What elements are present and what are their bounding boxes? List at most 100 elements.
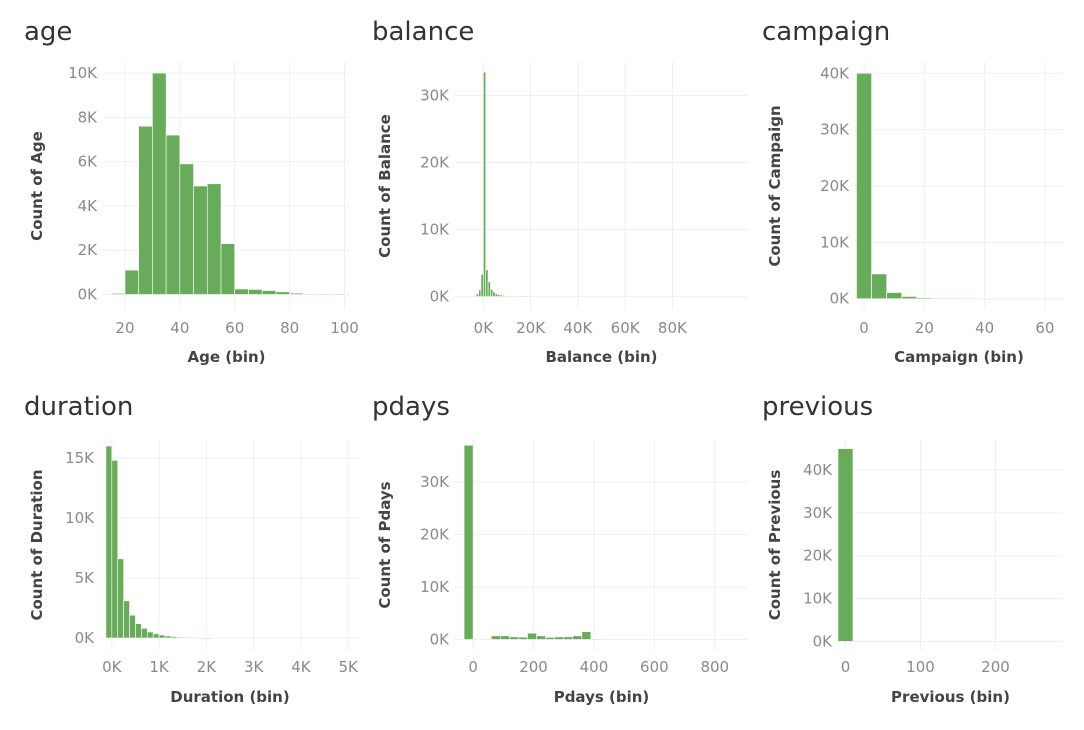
duration-y-tick-label: 0K [75,629,96,647]
pdays-bar[interactable] [581,631,592,640]
balance-bar[interactable] [506,295,510,297]
previous-bar[interactable] [837,448,854,642]
duration-x-axis-label: Duration (bin) [170,688,289,706]
duration-bar[interactable] [135,623,142,639]
duration-bar[interactable] [146,631,154,639]
duration-bar[interactable] [170,636,178,639]
balance-bar[interactable] [490,288,494,297]
balance-bar[interactable] [520,296,524,298]
campaign-bar[interactable] [931,297,948,300]
duration-bar[interactable] [111,460,119,639]
duration-bar[interactable] [182,637,189,639]
age-bar[interactable] [124,269,139,295]
age-bar[interactable] [179,163,194,295]
age-bar[interactable] [206,183,222,295]
campaign-bar[interactable] [886,292,903,300]
duration-bar[interactable] [176,636,184,639]
campaign-bar[interactable] [961,298,978,300]
balance-bar[interactable] [494,293,498,297]
duration-bar[interactable] [117,558,124,639]
campaign-bar[interactable] [916,297,933,300]
duration-bar[interactable] [200,637,207,639]
duration-bar[interactable] [188,637,195,639]
campaign-bar[interactable] [871,273,887,300]
campaign-bar[interactable] [976,298,993,300]
campaign-bar[interactable] [946,298,963,300]
campaign-y-axis-label: Count of Campaign [766,105,784,266]
age-bar[interactable] [316,293,332,296]
campaign-x-tick-label: 40 [975,319,994,337]
pdays-bar[interactable] [563,636,574,640]
balance-bar[interactable] [480,274,484,297]
balance-bar[interactable] [518,296,522,298]
previous-title: previous [762,392,873,422]
balance-bar[interactable] [492,291,496,297]
age-bar[interactable] [289,292,304,295]
age-y-tick-label: 4K [78,197,99,215]
campaign-bar[interactable] [901,296,918,300]
duration-bar[interactable] [164,635,172,639]
age-bar[interactable] [220,243,236,295]
pdays-bar[interactable] [554,636,565,640]
balance-x-tick-label: 60K [611,319,641,337]
age-bar[interactable] [248,289,263,295]
balance-y-tick-label: 20K [420,154,450,172]
balance-bar[interactable] [478,289,482,297]
age-y-tick-label: 8K [78,108,99,126]
pdays-bar[interactable] [500,635,510,640]
pdays-bar[interactable] [509,636,519,640]
balance-bar[interactable] [523,296,527,298]
duration-bar[interactable] [105,445,113,639]
balance-bar[interactable] [499,294,503,297]
balance-bar[interactable] [501,295,505,297]
pdays-bar[interactable] [536,635,546,640]
balance-bar[interactable] [525,296,529,298]
pdays-bar[interactable] [518,636,528,640]
age-bar[interactable] [303,293,318,295]
balance-bar[interactable] [527,296,531,298]
pdays-bar[interactable] [572,635,583,640]
pdays-bar[interactable] [490,635,501,640]
age-y-tick-label: 10K [68,64,98,82]
duration-bar[interactable] [158,634,166,639]
duration-y-tick-label: 5K [75,569,96,587]
balance-bar[interactable] [516,295,520,298]
balance-bar[interactable] [509,295,513,298]
age-bar[interactable] [193,185,208,295]
age-bar[interactable] [275,291,290,295]
duration-x-tick-label: 0K [102,658,123,676]
age-x-tick-label: 100 [330,319,359,337]
duration-bar[interactable] [152,633,160,639]
balance-bar[interactable] [483,71,487,297]
age-bar[interactable] [110,293,126,295]
duration-bar[interactable] [141,628,148,639]
previous-x-tick-label: 0 [841,658,851,676]
pdays-bar[interactable] [590,638,601,641]
pdays-bar[interactable] [545,637,555,640]
balance-bar[interactable] [487,281,491,297]
duration-bar[interactable] [206,637,213,639]
age-bar[interactable] [234,288,249,295]
campaign-y-tick-label: 40K [820,64,850,82]
pdays-bar[interactable] [463,444,474,640]
age-bar[interactable] [330,294,345,296]
pdays-bar[interactable] [527,632,537,640]
age-bar[interactable] [165,134,181,295]
balance-bar[interactable] [504,295,508,297]
age-bar[interactable] [152,72,167,295]
campaign-bar[interactable] [856,72,872,300]
age-bar[interactable] [138,125,153,295]
balance-y-axis-label: Count of Balance [376,114,394,258]
balance-bar[interactable] [497,294,501,297]
balance-bar[interactable] [485,269,489,297]
duration-x-tick-label: 1K [149,658,170,676]
balance-bar[interactable] [513,295,517,298]
campaign-y-tick-label: 0K [830,290,851,308]
duration-bar[interactable] [123,600,130,639]
balance-bar[interactable] [473,295,477,298]
age-bar[interactable] [261,290,277,295]
balance-bar[interactable] [511,295,515,298]
duration-bar[interactable] [194,637,201,639]
balance-bar[interactable] [475,293,479,297]
duration-bar[interactable] [129,614,136,639]
